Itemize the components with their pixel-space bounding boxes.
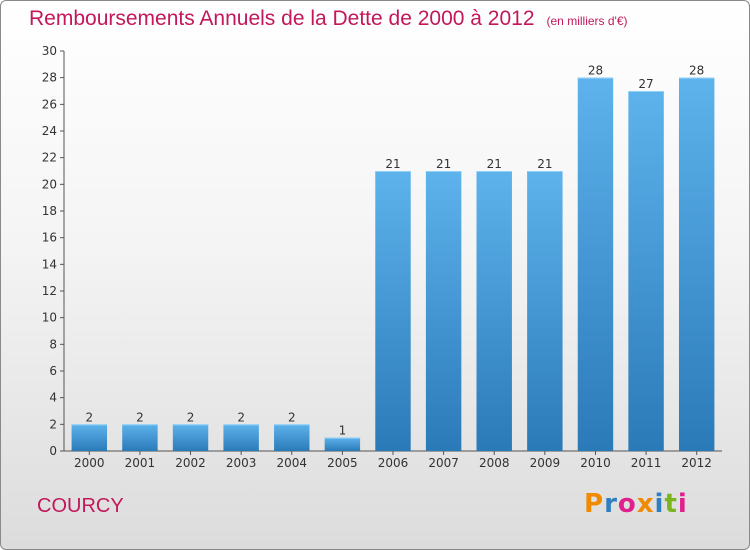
- bar-value-label: 27: [638, 77, 653, 91]
- bar-value-label: 2: [187, 410, 195, 424]
- x-tick-label: 2008: [479, 456, 510, 470]
- y-tick-label: 24: [42, 124, 57, 138]
- x-tick-label: 2009: [530, 456, 561, 470]
- bar: [678, 77, 715, 452]
- y-tick-label: 6: [49, 364, 57, 378]
- bar-value-label: 21: [385, 157, 400, 171]
- y-tick-label: 16: [42, 231, 57, 245]
- bar-value-label: 2: [237, 410, 245, 424]
- bar-value-label: 21: [436, 157, 451, 171]
- y-tick-label: 10: [42, 311, 57, 325]
- x-tick-label: 2005: [327, 456, 358, 470]
- y-tick-label: 12: [42, 284, 57, 298]
- y-tick-label: 0: [49, 444, 57, 458]
- x-tick-label: 2007: [428, 456, 459, 470]
- title-text: Remboursements Annuels de la Dette de 20…: [29, 7, 535, 30]
- logo-letter: i: [654, 489, 665, 519]
- y-tick-label: 2: [49, 417, 57, 431]
- bar: [71, 424, 108, 451]
- x-tick-label: 2010: [580, 456, 611, 470]
- bar: [628, 91, 664, 451]
- logo-letter: o: [617, 489, 637, 519]
- bar-value-label: 28: [689, 64, 704, 78]
- bar: [223, 424, 259, 451]
- y-tick-label: 8: [49, 337, 57, 351]
- y-tick-label: 14: [42, 257, 57, 271]
- y-tick-label: 4: [49, 391, 57, 405]
- bar-value-label: 2: [288, 410, 296, 424]
- bar: [172, 424, 209, 451]
- bar: [527, 171, 563, 451]
- logo-letter: P: [584, 489, 605, 519]
- x-tick-label: 2001: [125, 456, 156, 470]
- bar: [577, 77, 614, 452]
- commune-name: COURCY: [37, 495, 124, 517]
- y-tick-label: 18: [42, 204, 57, 218]
- y-tick-label: 28: [42, 71, 57, 85]
- x-tick-label: 2002: [175, 456, 206, 470]
- bar-value-label: 21: [537, 157, 552, 171]
- logo-letter: x: [636, 489, 655, 519]
- y-tick-label: 30: [42, 44, 57, 58]
- bar: [425, 171, 462, 451]
- y-tick-label: 26: [42, 97, 57, 111]
- bar-value-label: 21: [487, 157, 502, 171]
- y-tick-label: 22: [42, 151, 57, 165]
- bar: [324, 437, 361, 451]
- logo-letter: i: [677, 489, 688, 519]
- bar-value-label: 28: [588, 64, 603, 78]
- y-tick-label: 20: [42, 177, 57, 191]
- x-tick-label: 2003: [226, 456, 257, 470]
- logo-letter: t: [664, 489, 678, 519]
- x-tick-label: 2004: [276, 456, 307, 470]
- bar-value-label: 2: [85, 410, 93, 424]
- x-tick-label: 2011: [631, 456, 662, 470]
- bar-value-label: 1: [339, 424, 347, 438]
- bar: [122, 424, 158, 451]
- bar: [476, 171, 512, 451]
- proxiti-logo: Proxiti: [584, 489, 688, 519]
- chart-unit: (en milliers d'€): [546, 14, 628, 28]
- chart-title: Remboursements Annuels de la Dette de 20…: [29, 7, 628, 31]
- bar-value-label: 2: [136, 410, 144, 424]
- logo-letter: r: [604, 489, 618, 519]
- bar: [274, 424, 310, 451]
- bar: [375, 171, 411, 451]
- x-tick-label: 2000: [74, 456, 105, 470]
- x-tick-label: 2012: [681, 456, 712, 470]
- x-tick-label: 2006: [378, 456, 409, 470]
